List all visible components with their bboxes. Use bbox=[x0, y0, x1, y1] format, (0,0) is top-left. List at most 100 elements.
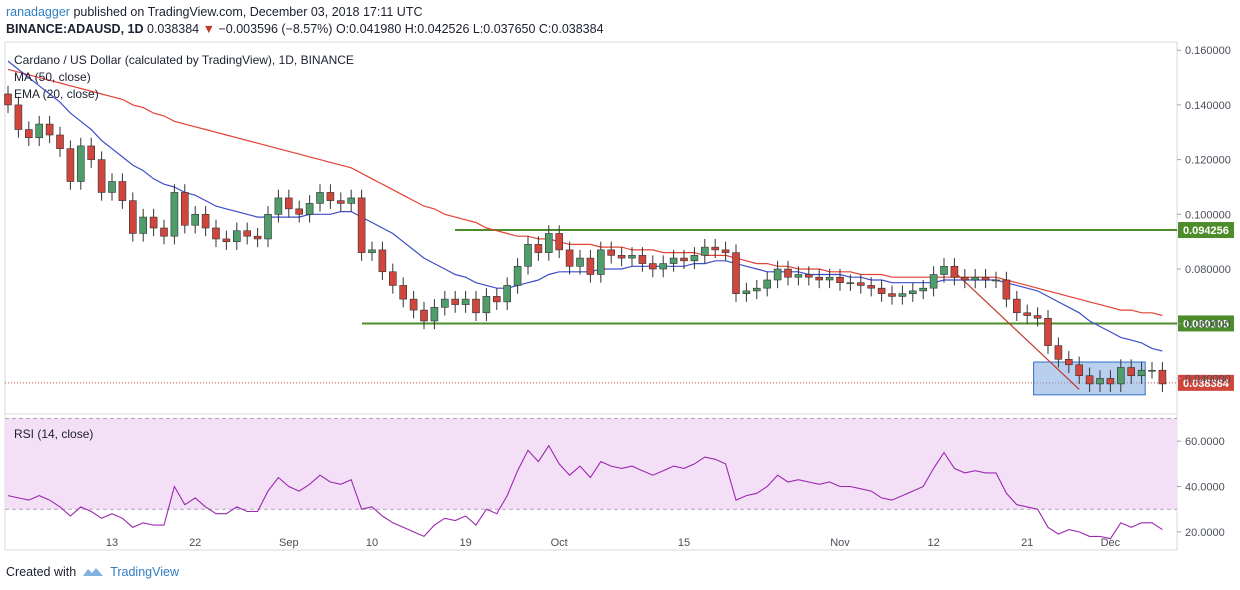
candle-up bbox=[77, 145, 85, 182]
candle-down bbox=[1065, 358, 1073, 366]
candle-down bbox=[295, 208, 304, 215]
footer: Created with TradingView bbox=[6, 565, 179, 579]
candle-up bbox=[482, 296, 491, 314]
candle-up bbox=[139, 216, 147, 234]
candle-up bbox=[919, 287, 928, 292]
candle-down bbox=[97, 159, 106, 193]
candle-up bbox=[347, 197, 356, 204]
candle-down bbox=[555, 233, 564, 251]
candle-down bbox=[784, 268, 792, 278]
candle-up bbox=[825, 276, 834, 281]
candle-down bbox=[56, 134, 64, 149]
candle-down bbox=[638, 255, 647, 264]
candle-down bbox=[181, 192, 189, 226]
x-tick-label: 13 bbox=[106, 537, 118, 549]
candle-up bbox=[669, 257, 678, 264]
level-label-0: 0.094256 bbox=[1183, 225, 1229, 237]
candle-down bbox=[721, 249, 730, 253]
level-label-box-2 bbox=[1178, 374, 1234, 391]
x-tick-label: 12 bbox=[927, 537, 939, 549]
author-link[interactable]: ranadagger bbox=[6, 5, 70, 19]
candle-down bbox=[1085, 375, 1094, 385]
x-tick-label: 10 bbox=[366, 537, 378, 549]
candle-down bbox=[586, 257, 595, 275]
candle-down bbox=[565, 249, 574, 267]
candle-down bbox=[804, 274, 813, 278]
price-chart[interactable]: 0.094256 0.060105 0.038384 13 22 Sep 10 19 Oct 1… bbox=[0, 40, 1240, 555]
candle-down bbox=[1023, 312, 1032, 316]
x-tick-label: Nov bbox=[830, 537, 850, 549]
candle-down bbox=[617, 255, 626, 259]
candle-down bbox=[1044, 317, 1052, 346]
y-tick-label: 0.040000 bbox=[1185, 373, 1231, 385]
candle-down bbox=[732, 252, 740, 294]
y-tick-label: 0.120000 bbox=[1185, 155, 1231, 167]
candle-up bbox=[1137, 369, 1146, 377]
rsi-y-tick-label: 20.0000 bbox=[1185, 527, 1225, 539]
candle-up bbox=[763, 279, 772, 289]
candle-down bbox=[1158, 369, 1167, 385]
x-tick-label: 21 bbox=[1021, 537, 1033, 549]
candle-down bbox=[534, 244, 543, 253]
falling-trendline bbox=[953, 271, 1080, 390]
candle-up bbox=[1096, 378, 1104, 385]
candle-up bbox=[513, 265, 522, 286]
candle-up bbox=[742, 290, 751, 294]
candle-down bbox=[388, 271, 397, 286]
candle-down bbox=[711, 246, 720, 251]
candle-down bbox=[1033, 315, 1042, 319]
candle-up bbox=[544, 233, 553, 253]
candle-down bbox=[1002, 279, 1011, 300]
candle-up bbox=[773, 268, 782, 281]
candle-down bbox=[14, 104, 23, 130]
candle-up bbox=[233, 230, 241, 242]
candle-down bbox=[680, 257, 688, 262]
candle-down bbox=[243, 230, 251, 237]
candle-up bbox=[264, 214, 272, 240]
x-tick-label: 15 bbox=[678, 537, 690, 549]
candle-down bbox=[1106, 378, 1115, 385]
level-label-1: 0.060105 bbox=[1183, 318, 1229, 330]
candle-down bbox=[253, 235, 262, 240]
candle-down bbox=[4, 93, 12, 106]
candle-down bbox=[472, 298, 480, 314]
candle-down bbox=[409, 298, 418, 311]
tradingview-link[interactable]: TradingView bbox=[110, 565, 179, 579]
candle-down bbox=[815, 276, 824, 281]
candle-down bbox=[160, 227, 168, 237]
candle-up bbox=[898, 293, 907, 297]
candle-up bbox=[430, 307, 439, 322]
candle-up bbox=[700, 246, 709, 256]
level-label-box-1 bbox=[1178, 315, 1234, 332]
candle-down bbox=[118, 181, 127, 201]
ma50-line bbox=[7, 68, 1163, 317]
candle-up bbox=[274, 197, 283, 215]
candle-down bbox=[492, 296, 501, 303]
y-tick-label: 0.160000 bbox=[1185, 45, 1231, 57]
candle-down bbox=[1127, 367, 1135, 377]
candle-up bbox=[940, 265, 948, 275]
y-tick-label: 0.080000 bbox=[1185, 264, 1231, 276]
ohlc-values: O:0.041980 H:0.042526 L:0.037650 C:0.038… bbox=[335, 22, 604, 36]
candle-down bbox=[1054, 345, 1063, 360]
candle-down bbox=[357, 197, 366, 253]
candle-down bbox=[648, 263, 657, 270]
candle-up bbox=[305, 203, 314, 215]
price-change: −0.003596 (−8.57%) bbox=[218, 22, 333, 36]
candle-down bbox=[66, 148, 75, 182]
tradingview-logo-icon bbox=[83, 568, 104, 576]
candle-down bbox=[888, 293, 896, 297]
candle-down bbox=[129, 200, 137, 234]
y-tick-label: 0.060000 bbox=[1185, 319, 1231, 331]
candle-up bbox=[659, 263, 668, 270]
candle-up bbox=[576, 257, 584, 267]
x-tick-label: Dec bbox=[1101, 537, 1121, 549]
chart-title: Cardano / US Dollar (calculated by Tradi… bbox=[14, 53, 354, 67]
x-tick-label: Sep bbox=[279, 537, 299, 549]
candle-up bbox=[108, 181, 116, 193]
candle-down bbox=[451, 298, 460, 305]
candle-up bbox=[35, 123, 44, 139]
candle-down bbox=[1012, 298, 1021, 314]
candle-down bbox=[326, 192, 335, 201]
main-pane bbox=[4, 41, 1178, 415]
